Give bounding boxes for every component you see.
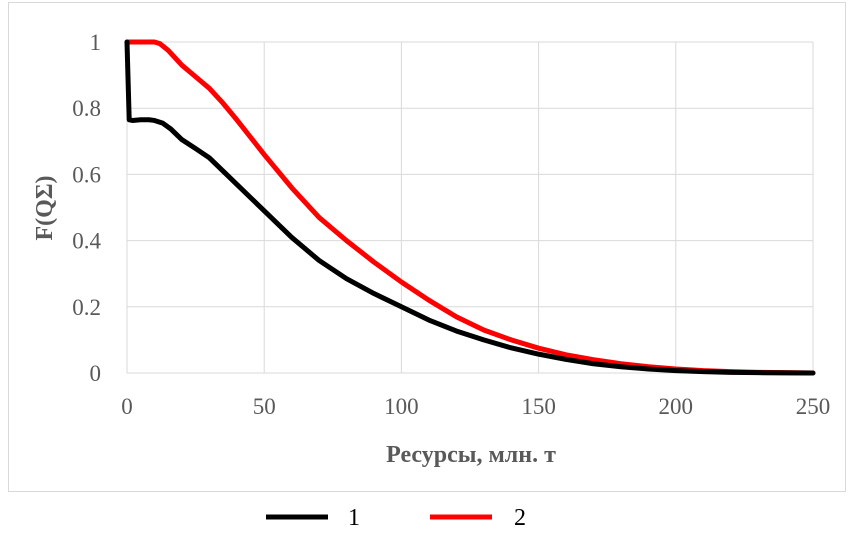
y-axis-ticks: 0 0.2 0.4 0.6 0.8 1: [72, 30, 101, 386]
series-layer: [124, 39, 816, 376]
y-tick-label: 0.2: [72, 295, 101, 320]
y-tick-label: 0.8: [72, 96, 101, 121]
y-tick-label: 0.4: [72, 229, 101, 254]
x-axis-title: Ресурсы, млн. т: [386, 442, 556, 468]
x-tick-label: 0: [121, 394, 133, 419]
y-axis-title: F(QΣ): [32, 175, 58, 240]
series-1-line: [124, 39, 816, 376]
x-tick-label: 100: [384, 394, 419, 419]
y-tick-label: 1: [90, 30, 102, 55]
x-tick-label: 200: [659, 394, 694, 419]
x-axis-ticks: 0 50 100 150 200 250: [121, 394, 830, 419]
y-tick-label: 0: [90, 361, 102, 386]
legend-label-2: 2: [514, 505, 526, 531]
x-tick-label: 250: [796, 394, 831, 419]
chart-frame: [8, 2, 846, 492]
y-tick-label: 0.6: [72, 162, 101, 187]
legend-label-1: 1: [348, 505, 360, 531]
x-tick-label: 150: [521, 394, 556, 419]
series-2-line: [124, 39, 816, 376]
x-tick-label: 50: [253, 394, 276, 419]
